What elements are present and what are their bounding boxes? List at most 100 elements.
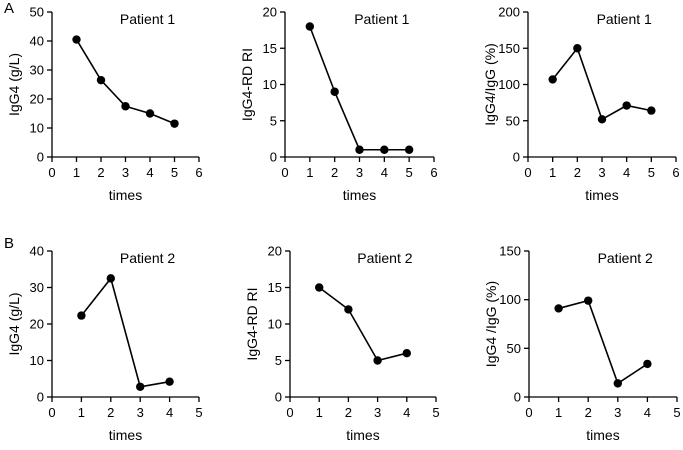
chart-2-y-tick-label: 10 (263, 77, 277, 92)
chart-1-y-tick-label: 40 (30, 34, 44, 49)
chart-3-x-tick-label: 1 (549, 165, 556, 180)
chart-4-data-point (165, 377, 174, 386)
chart-2-x-tick-label: 1 (306, 165, 313, 180)
chart-5-y-tick-label: 15 (268, 280, 282, 295)
chart-4-x-tick-label: 3 (137, 405, 144, 420)
panel-label-b: B (4, 235, 15, 252)
chart-2-y-tick-label: 5 (270, 113, 277, 128)
chart-2-y-tick-label: 0 (270, 150, 277, 165)
chart-2-y-tick-label: 20 (263, 5, 277, 20)
chart-3-x-axis-label: times (585, 187, 618, 203)
chart-2-x-tick-label: 3 (356, 165, 363, 180)
chart-1-y-axis-label: IgG4 (g/L) (6, 53, 22, 116)
chart-4-y-tick-label: 20 (30, 317, 44, 332)
chart-5-series-line (318, 286, 407, 362)
chart-6-data-point (584, 296, 593, 305)
chart-5-title: Patient 2 (357, 250, 412, 266)
chart-4-x-tick-label: 2 (107, 405, 114, 420)
chart-4-x-tick-label: 4 (166, 405, 173, 420)
chart-1-series-line (75, 39, 175, 125)
chart-1-title: Patient 1 (120, 11, 175, 27)
chart-4-title: Patient 2 (120, 250, 175, 266)
chart-6-y-tick-label: 100 (499, 292, 521, 307)
chart-3-y-tick-label: 50 (506, 113, 520, 128)
chart-5-x-tick-label: 2 (345, 405, 352, 420)
chart-1-data-point (72, 35, 81, 44)
chart-3-data-point (548, 75, 557, 84)
chart-1-data-point (170, 119, 179, 128)
chart-6-data-point (554, 304, 563, 313)
chart-3-x-tick-label: 4 (623, 165, 630, 180)
chart-1-y-tick-label: 20 (30, 92, 44, 107)
chart-5-data-point (402, 349, 411, 358)
chart-3-y-axis-label: IgG4/IgG (%) (482, 43, 498, 125)
chart-1-x-tick-label: 5 (171, 165, 178, 180)
chart-4-y-tick-label: 10 (30, 353, 44, 368)
chart-3-data-point (597, 115, 607, 124)
chart-5-data-point (373, 356, 382, 365)
chart-6-series-line (558, 299, 648, 385)
chart-2-data-point (305, 22, 315, 31)
chart-1-data-point (145, 109, 155, 118)
chart-1-y-tick-label: 10 (30, 121, 44, 136)
chart-5-data-point (315, 283, 324, 292)
chart-3-data-point (647, 106, 656, 115)
chart-5-y-axis-label: IgG4-RD RI (244, 287, 260, 360)
chart-3-title: Patient 1 (597, 11, 652, 27)
chart-1-y-tick-label: 50 (30, 5, 44, 20)
chart-1-data-point (96, 75, 106, 85)
chart-6-x-tick-label: 0 (525, 405, 532, 420)
chart-4-data-point (106, 274, 116, 283)
chart-6-y-axis-label: IgG4 /IgG (%) (483, 281, 499, 367)
chart-2-series-line (309, 26, 410, 151)
chart-1-x-tick-label: 0 (48, 165, 55, 180)
chart-2-y-axis-label: IgG4-RD RI (239, 48, 255, 121)
chart-5-x-axis-label: times (346, 427, 379, 443)
chart-2-data-point (355, 145, 364, 154)
chart-2-data-point (380, 145, 389, 154)
chart-6-x-tick-label: 4 (644, 405, 651, 420)
chart-6-x-tick-label: 2 (585, 405, 592, 420)
chart-3-y-tick-label: 0 (513, 150, 520, 165)
chart-3-series-line (552, 46, 652, 121)
chart-2-x-tick-label: 4 (381, 165, 388, 180)
chart-4-series-line (80, 276, 170, 388)
chart-4-x-tick-label: 1 (78, 405, 85, 420)
chart-5-y-tick-label: 0 (275, 390, 282, 405)
chart-6-data-point (613, 379, 622, 388)
chart-3-y-tick-label: 100 (498, 77, 520, 92)
chart-6-data-point (643, 359, 652, 369)
chart-5-x-tick-label: 3 (374, 405, 381, 420)
chart-3-y-tick-label: 200 (498, 5, 520, 20)
chart-5-y-tick-label: 10 (268, 317, 282, 332)
chart-1-x-tick-label: 4 (146, 165, 153, 180)
chart-4-y-tick-label: 40 (30, 244, 44, 259)
chart-2-x-tick-label: 0 (281, 165, 288, 180)
chart-5-y-tick-label: 5 (275, 353, 282, 368)
chart-2-x-axis-label: times (343, 187, 376, 203)
chart-1-x-tick-label: 1 (73, 165, 80, 180)
chart-3-data-point (573, 44, 582, 53)
chart-1-x-tick-label: 3 (122, 165, 129, 180)
chart-4-data-point (136, 382, 145, 391)
chart-1-y-tick-label: 0 (37, 150, 44, 165)
chart-2-data-point (404, 145, 414, 154)
panel-label-a: A (4, 0, 15, 17)
chart-5-x-tick-label: 1 (316, 405, 323, 420)
chart-1-data-point (121, 102, 130, 111)
chart-2-y-tick-label: 15 (263, 41, 277, 56)
chart-3-data-point (622, 101, 631, 110)
chart-4-y-tick-label: 0 (37, 390, 44, 405)
chart-4-data-point (77, 311, 86, 320)
chart-5-y-tick-label: 20 (268, 244, 282, 259)
chart-5-x-tick-label: 4 (403, 405, 410, 420)
chart-2-x-tick-label: 6 (430, 165, 437, 180)
chart-1-x-tick-label: 6 (195, 165, 202, 180)
chart-1-y-tick-label: 30 (30, 63, 44, 78)
chart-2-x-tick-label: 5 (406, 165, 413, 180)
chart-5-x-tick-label: 5 (432, 405, 439, 420)
chart-6-x-tick-label: 3 (614, 405, 621, 420)
chart-6-y-tick-label: 50 (507, 341, 521, 356)
chart-2-data-point (330, 87, 339, 96)
chart-1-x-axis-label: times (109, 187, 142, 203)
